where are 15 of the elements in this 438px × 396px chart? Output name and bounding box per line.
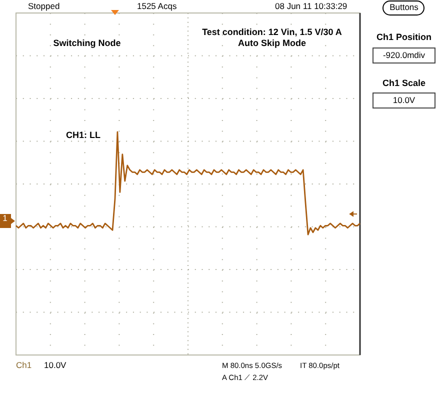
annotation: CH1: LL bbox=[66, 130, 101, 140]
text: Buttons bbox=[390, 2, 418, 12]
text: Stopped bbox=[28, 1, 60, 11]
text: Auto Skip Mode bbox=[238, 38, 306, 48]
text: 08 Jun 11 10:33:29 bbox=[275, 1, 348, 11]
text: 1525 Acqs bbox=[137, 1, 177, 11]
text: 1 bbox=[2, 213, 8, 223]
text: -920.0mdiv bbox=[382, 50, 426, 60]
text: Ch1 Scale bbox=[382, 78, 426, 88]
text: 10.0V bbox=[44, 360, 67, 370]
text: Ch1 Position bbox=[376, 32, 432, 42]
text: Test condition: 12 Vin, 1.5 V/30 A bbox=[202, 27, 342, 37]
text: Ch1 bbox=[16, 360, 32, 370]
text: Switching Node bbox=[53, 38, 121, 48]
text: 10.0V bbox=[392, 95, 416, 105]
